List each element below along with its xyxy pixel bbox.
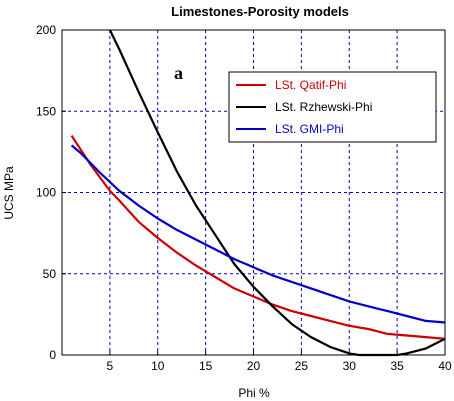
- y-tick-label: 0: [49, 348, 56, 362]
- x-tick-label: 25: [295, 359, 309, 373]
- x-tick-label: 15: [199, 359, 213, 373]
- y-tick-label: 50: [43, 267, 57, 281]
- series-qatif-line: [70, 134, 446, 340]
- series-lines: [70, 29, 446, 357]
- x-tick-label: 20: [247, 359, 261, 373]
- x-tick-label: 10: [151, 359, 165, 373]
- x-tick-label: 35: [390, 359, 404, 373]
- series-rzhewski-line: [108, 29, 446, 357]
- x-tick-label: 30: [343, 359, 357, 373]
- y-tick-label: 200: [36, 23, 56, 37]
- panel-label: a: [174, 63, 183, 83]
- y-axis-label: UCS MPa: [2, 166, 16, 220]
- legend-label-qatif: LSt. Qatif-Phi: [275, 78, 346, 92]
- x-axis-ticks: 5 10 15 20 25 30 35 40: [61, 351, 452, 373]
- y-tick-label: 150: [36, 104, 56, 118]
- x-tick-label: 40: [438, 359, 452, 373]
- x-tick-label: 5: [107, 359, 114, 373]
- legend-label-gmi: LSt. GMI-Phi: [275, 122, 344, 136]
- chart-title: Limestones-Porosity models: [171, 4, 349, 19]
- y-axis-ticks: 0 50 100 150 200: [36, 23, 66, 362]
- series-gmi-line: [70, 144, 446, 324]
- legend: LSt. Qatif-Phi LSt. Rzhewski-Phi LSt. GM…: [228, 71, 437, 143]
- y-tick-label: 100: [36, 186, 56, 200]
- x-axis-label: Phi %: [238, 386, 270, 400]
- legend-label-rzhewski: LSt. Rzhewski-Phi: [275, 100, 372, 114]
